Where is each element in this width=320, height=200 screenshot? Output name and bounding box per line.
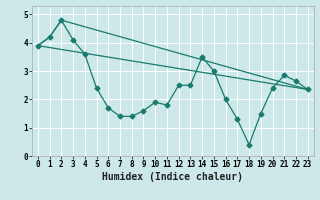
- X-axis label: Humidex (Indice chaleur): Humidex (Indice chaleur): [102, 172, 243, 182]
